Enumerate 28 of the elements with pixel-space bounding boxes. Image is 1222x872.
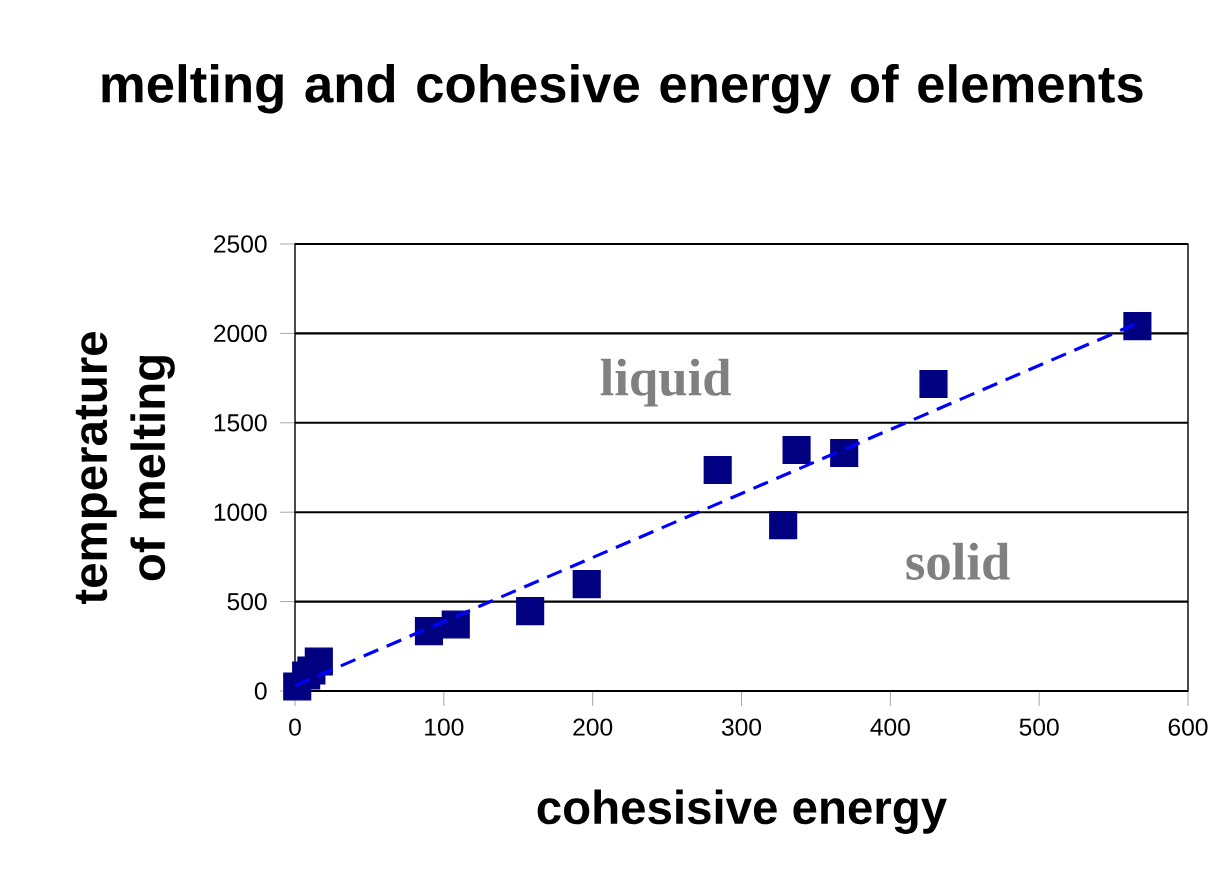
point [703, 455, 732, 485]
point [919, 369, 948, 399]
x-tick-label: 200 [573, 718, 613, 736]
point [769, 511, 798, 540]
y-tick-label: 1500 [214, 414, 267, 432]
point [572, 570, 601, 599]
point [830, 438, 859, 468]
y-tick-label: 2500 [214, 235, 267, 253]
annotation: solid [906, 542, 1010, 580]
y-tick-label: 2000 [214, 324, 267, 343]
x-tick-label: 100 [425, 718, 464, 736]
point [441, 610, 470, 639]
x-tick-label: 600 [1168, 718, 1208, 736]
x-tick-label: 500 [1019, 718, 1059, 736]
y-axis-title: temperature of melting [75, 332, 175, 605]
x-axis-title: cohesisive energy [537, 789, 947, 834]
point [782, 435, 811, 465]
point [1123, 312, 1152, 341]
x-tick-label: 400 [870, 718, 910, 736]
x-tick-label: 0 [289, 718, 301, 736]
y-tick-label: 500 [227, 592, 267, 611]
y-tick-label: 1000 [214, 503, 267, 521]
x-tick-label: 300 [721, 718, 762, 736]
point [516, 597, 545, 626]
annotation: liquid [600, 358, 731, 407]
chart-title: melting and cohesive energy of elements [102, 64, 1143, 114]
y-tick-label: 0 [254, 682, 267, 700]
point [304, 647, 333, 676]
